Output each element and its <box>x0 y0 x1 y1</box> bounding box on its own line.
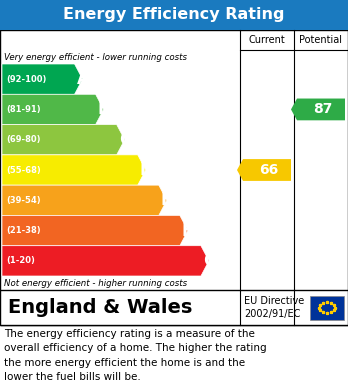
Bar <box>0 0 348 30</box>
Text: E: E <box>161 191 172 209</box>
Text: (39-54): (39-54) <box>6 196 41 205</box>
Text: G: G <box>203 252 217 270</box>
Polygon shape <box>2 185 167 215</box>
Polygon shape <box>2 64 82 94</box>
Text: Not energy efficient - higher running costs: Not energy efficient - higher running co… <box>4 278 187 287</box>
Text: C: C <box>119 131 131 149</box>
Text: Very energy efficient - lower running costs: Very energy efficient - lower running co… <box>4 52 187 61</box>
Text: (81-91): (81-91) <box>6 105 41 114</box>
Text: F: F <box>182 222 193 240</box>
Text: 87: 87 <box>313 102 332 117</box>
Text: (55-68): (55-68) <box>6 165 41 174</box>
Text: Current: Current <box>248 35 285 45</box>
Polygon shape <box>291 99 345 120</box>
Text: 66: 66 <box>259 163 278 177</box>
Polygon shape <box>237 159 291 181</box>
Text: D: D <box>140 161 153 179</box>
Bar <box>0 290 348 325</box>
Polygon shape <box>2 155 146 185</box>
Bar <box>0 30 348 325</box>
Text: (1-20): (1-20) <box>6 256 35 265</box>
Polygon shape <box>2 215 188 246</box>
Text: The energy efficiency rating is a measure of the
overall efficiency of a home. T: The energy efficiency rating is a measur… <box>4 329 267 382</box>
Polygon shape <box>2 246 209 276</box>
Text: Energy Efficiency Rating: Energy Efficiency Rating <box>63 7 285 23</box>
Polygon shape <box>2 125 125 155</box>
Text: A: A <box>77 70 89 88</box>
Text: EU Directive
2002/91/EC: EU Directive 2002/91/EC <box>244 296 304 319</box>
Polygon shape <box>2 94 104 125</box>
Text: (69-80): (69-80) <box>6 135 40 144</box>
Bar <box>310 296 344 319</box>
Text: B: B <box>97 100 110 118</box>
Text: Potential: Potential <box>300 35 342 45</box>
Text: (92-100): (92-100) <box>6 75 46 84</box>
Text: England & Wales: England & Wales <box>8 298 192 317</box>
Text: (21-38): (21-38) <box>6 226 41 235</box>
